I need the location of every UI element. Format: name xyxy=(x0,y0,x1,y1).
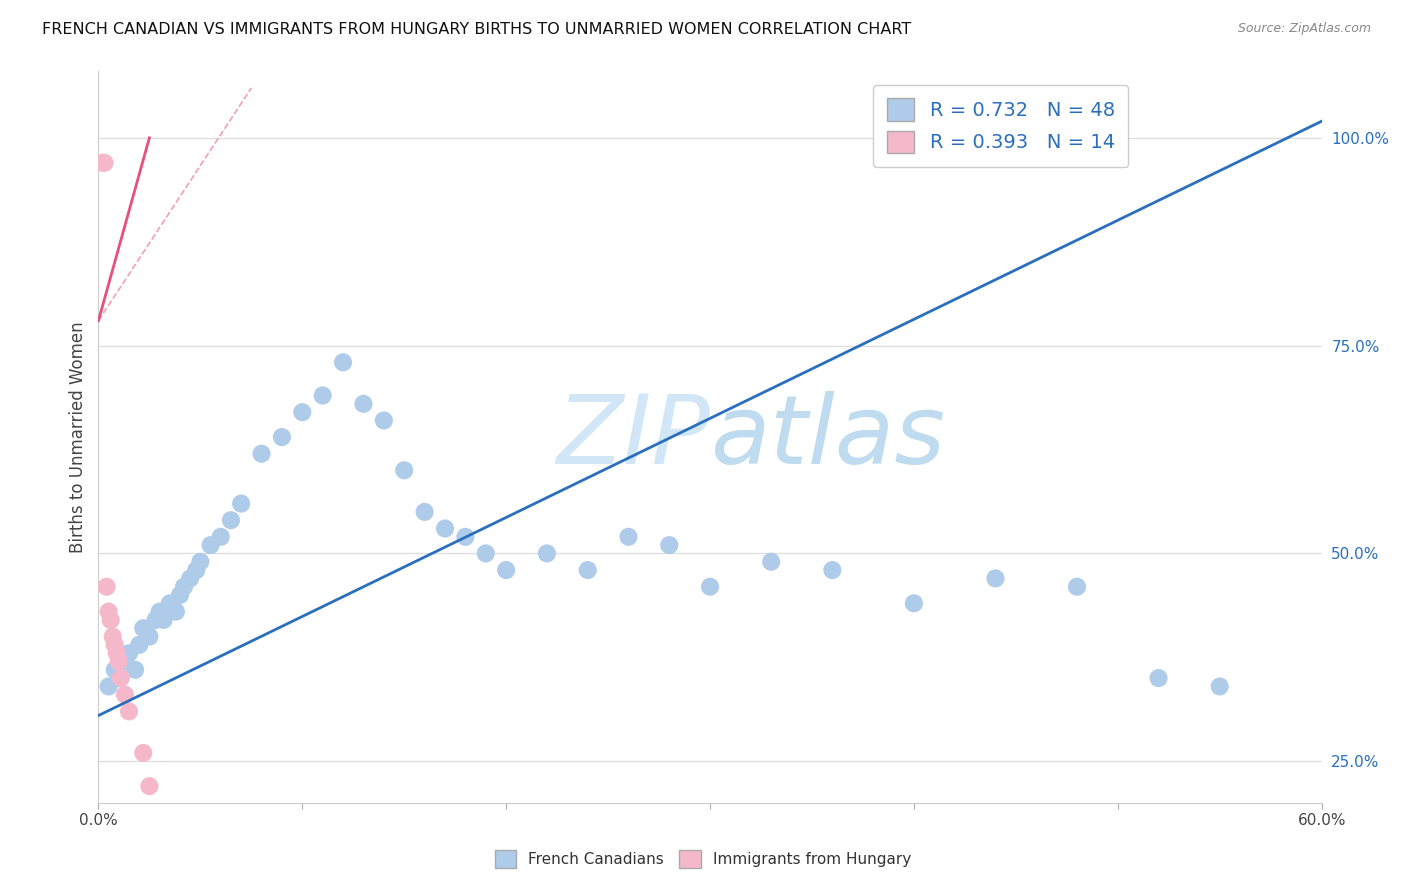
Point xyxy=(454,530,477,544)
Point xyxy=(434,521,457,535)
Point xyxy=(903,596,925,610)
Point xyxy=(114,688,136,702)
Point xyxy=(392,463,416,477)
Point xyxy=(101,630,124,644)
Point xyxy=(1209,680,1232,694)
Point xyxy=(111,655,134,669)
Point xyxy=(132,621,155,635)
Point xyxy=(1147,671,1170,685)
Point xyxy=(91,156,114,170)
Point xyxy=(373,413,395,427)
Point xyxy=(312,388,335,402)
Point xyxy=(104,663,127,677)
Point xyxy=(536,546,558,560)
Point xyxy=(761,555,783,569)
Point xyxy=(186,563,208,577)
Point xyxy=(699,580,721,594)
Point xyxy=(93,156,115,170)
Point xyxy=(200,538,222,552)
Point xyxy=(332,355,354,369)
Point xyxy=(173,580,195,594)
Point xyxy=(149,605,172,619)
Point xyxy=(132,746,155,760)
Point xyxy=(96,580,118,594)
Point xyxy=(159,596,181,610)
Text: atlas: atlas xyxy=(710,391,945,483)
Point xyxy=(1066,580,1088,594)
Legend: R = 0.732   N = 48, R = 0.393   N = 14: R = 0.732 N = 48, R = 0.393 N = 14 xyxy=(873,85,1129,167)
Point xyxy=(617,530,640,544)
Point xyxy=(209,530,232,544)
Point xyxy=(97,680,120,694)
Point xyxy=(118,646,141,660)
Text: Source: ZipAtlas.com: Source: ZipAtlas.com xyxy=(1237,22,1371,36)
Point xyxy=(152,613,174,627)
Point xyxy=(219,513,242,527)
Point xyxy=(576,563,599,577)
Point xyxy=(138,630,160,644)
Point xyxy=(124,663,146,677)
Point xyxy=(352,397,374,411)
Point xyxy=(138,779,160,793)
Point xyxy=(984,571,1007,585)
Point xyxy=(474,546,498,560)
Point xyxy=(169,588,191,602)
Point xyxy=(108,671,131,685)
Point xyxy=(104,638,127,652)
Point xyxy=(100,613,122,627)
Point xyxy=(118,705,141,719)
Point xyxy=(658,538,681,552)
Point xyxy=(110,671,132,685)
Y-axis label: Births to Unmarried Women: Births to Unmarried Women xyxy=(69,321,87,553)
Point xyxy=(495,563,517,577)
Point xyxy=(105,646,128,660)
Point xyxy=(821,563,844,577)
Text: ZIP: ZIP xyxy=(557,391,710,483)
Point xyxy=(179,571,201,585)
Point xyxy=(108,655,131,669)
Point xyxy=(231,497,253,511)
Point xyxy=(270,430,294,444)
Point xyxy=(413,505,436,519)
Point xyxy=(188,555,212,569)
Point xyxy=(97,605,120,619)
Point xyxy=(145,613,167,627)
Point xyxy=(165,605,187,619)
Point xyxy=(291,405,314,419)
Point xyxy=(128,638,150,652)
Legend: French Canadians, Immigrants from Hungary: French Canadians, Immigrants from Hungar… xyxy=(489,844,917,873)
Text: FRENCH CANADIAN VS IMMIGRANTS FROM HUNGARY BIRTHS TO UNMARRIED WOMEN CORRELATION: FRENCH CANADIAN VS IMMIGRANTS FROM HUNGA… xyxy=(42,22,911,37)
Point xyxy=(250,447,273,461)
